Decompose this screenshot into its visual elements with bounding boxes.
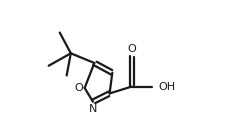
Text: N: N — [89, 104, 97, 114]
Text: O: O — [127, 44, 136, 54]
Text: O: O — [75, 83, 83, 93]
Text: OH: OH — [158, 82, 175, 91]
